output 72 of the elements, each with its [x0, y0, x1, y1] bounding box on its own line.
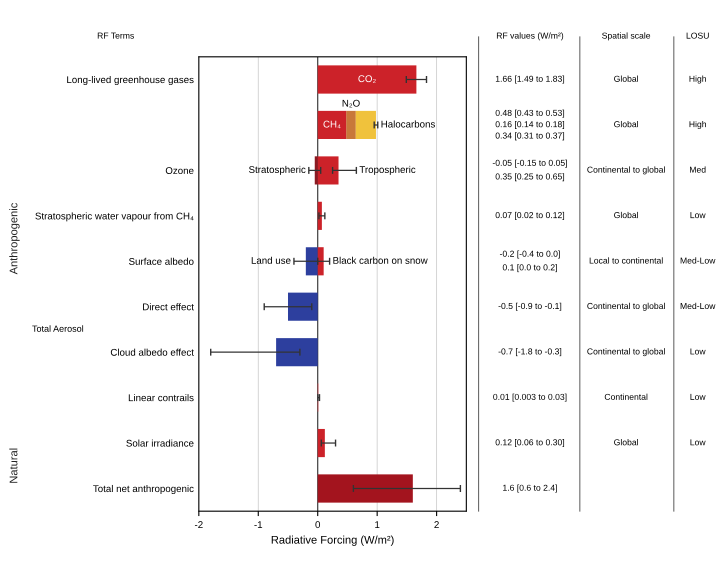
series-label: Stratospheric	[248, 166, 306, 175]
text: High	[690, 76, 706, 84]
y-tick-label: Cloud albedo effect	[110, 348, 194, 356]
text: Global	[614, 212, 638, 218]
bar	[318, 156, 339, 184]
text: Med-Low	[680, 257, 716, 264]
text: -0.2 [-0.4 to 0.0]	[500, 250, 560, 258]
text: 0.07 [0.02 to 0.12]	[496, 212, 564, 220]
x-tick-label: 1	[375, 521, 380, 528]
text: Tropospheric	[360, 166, 416, 175]
text: Spatial scale	[602, 32, 650, 40]
text: Low	[690, 212, 706, 218]
text: Med-Low	[680, 302, 716, 310]
text: Continental to global	[587, 302, 665, 311]
text: 0.12 [0.06 to 0.30]	[496, 439, 564, 448]
y-tick-label: Direct effect	[143, 303, 194, 310]
text: Continental	[604, 394, 648, 400]
text: Local to continental	[590, 257, 663, 264]
bar	[318, 428, 325, 458]
bar	[306, 247, 318, 276]
text: 0.01 [0.003 to 0.03]	[493, 394, 566, 402]
text: RF values (W/m²)	[496, 32, 564, 40]
text: -0.5 [-0.9 to -0.1]	[498, 302, 562, 311]
y-tick-label: Long-lived greenhouse gases	[67, 76, 194, 86]
text: Global	[614, 76, 638, 82]
series-label: CH₄	[323, 120, 341, 128]
text: Total Aerosol	[32, 325, 84, 332]
y-tick-label: Total net anthropogenic	[93, 484, 194, 494]
bar	[318, 110, 346, 140]
series-label: CO₂	[358, 75, 376, 83]
y-tick-label: Ozone	[166, 167, 194, 174]
text: High	[690, 120, 706, 129]
text: -0.05 [-0.15 to 0.05]	[492, 160, 567, 168]
y-tick-label: Solar irradiance	[126, 440, 194, 447]
text: 0.48 [0.43 to 0.53]	[496, 110, 564, 118]
text: 1.6 [0.6 to 2.4]	[503, 484, 557, 492]
text: Global	[614, 120, 638, 128]
y-tick-label: Surface albedo	[129, 258, 194, 265]
series-label: Halocarbons	[382, 120, 435, 128]
x-tick-label: -2	[194, 521, 203, 528]
bar	[356, 110, 376, 140]
text: Natural	[9, 448, 18, 483]
text: 1.66 [1.49 to 1.83]	[496, 76, 564, 84]
text: 0.16 [0.14 to 0.18]	[496, 120, 564, 129]
y-tick-label: Stratospheric water vapour from CH₄	[35, 212, 194, 222]
bar	[346, 110, 356, 140]
text: Low	[690, 394, 706, 400]
text: -0.7 [-1.8 to -0.3]	[498, 348, 562, 356]
x-tick-label: -1	[254, 521, 262, 528]
text: LOSU	[686, 32, 709, 39]
text: Continental to global	[587, 166, 665, 174]
text: Global	[614, 439, 638, 446]
y-tick-label: Linear contrails	[128, 394, 194, 402]
bar	[318, 65, 416, 94]
bar	[318, 247, 324, 276]
text: Continental to global	[587, 348, 665, 356]
series-label: Black carbon on snow	[333, 256, 428, 264]
text: 0.34 [0.31 to 0.37]	[496, 132, 564, 140]
text: 0.1 [0.0 to 0.2]	[502, 264, 557, 272]
text: Anthropogenic	[9, 203, 20, 274]
x-tick-label: 2	[434, 521, 439, 528]
bar	[318, 474, 413, 503]
text: 0.35 [0.25 to 0.65]	[496, 173, 564, 182]
text: Low	[690, 348, 706, 354]
series-label: Land use	[252, 256, 291, 264]
text: Med	[690, 166, 706, 173]
x-tick-label: 0	[315, 521, 320, 528]
text: Low	[690, 439, 706, 446]
bar	[314, 156, 318, 184]
series-label: N₂O	[342, 100, 360, 108]
x-axis-title: Radiative Forcing (W/m²)	[272, 536, 394, 546]
text: RF Terms	[98, 32, 134, 39]
